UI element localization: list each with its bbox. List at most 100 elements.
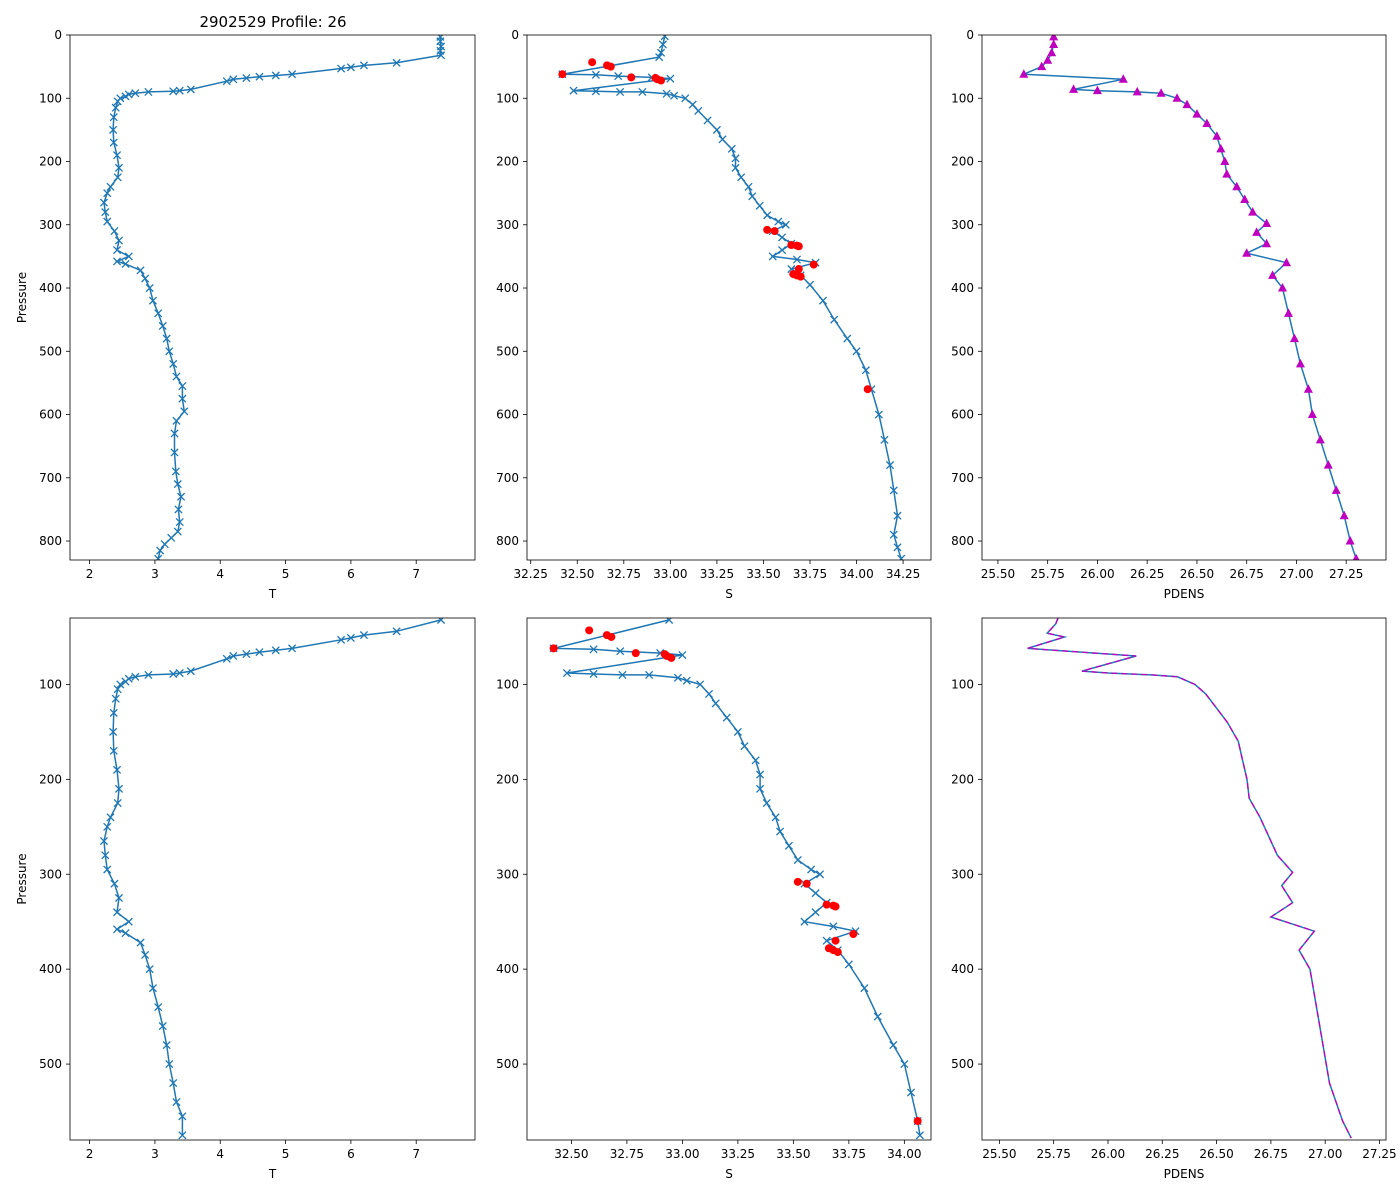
- x-tick-label: 34.00: [839, 567, 873, 581]
- data-point-x: [873, 1012, 882, 1021]
- y-tick-label: 700: [951, 471, 974, 485]
- subplot-grid: 2 3 4 5 6 70100200300400500600700800TPressure…: [15, 28, 1397, 1181]
- x-axis-label: S: [725, 587, 733, 601]
- y-tick-label: 200: [951, 155, 974, 169]
- data-point-x: [346, 63, 355, 72]
- y-tick-label: 400: [951, 962, 974, 976]
- data-point-x: [172, 1097, 181, 1107]
- data-point-x: [658, 40, 667, 49]
- x-tick-label: 33.50: [776, 1147, 810, 1161]
- data-point-x: [162, 1041, 171, 1050]
- data-point-x: [768, 252, 777, 261]
- data-point-x: [562, 668, 572, 678]
- data-point-x: [112, 908, 122, 917]
- data-point-x: [751, 756, 760, 765]
- data-point-x: [618, 670, 627, 680]
- data-point-x: [569, 86, 578, 95]
- x-tick-label: 27.00: [1308, 1147, 1342, 1161]
- data-point-x: [145, 283, 154, 293]
- x-tick-label: 32.50: [560, 567, 594, 581]
- x-tick-label: 27.25: [1329, 567, 1363, 581]
- data-point-x: [121, 677, 130, 686]
- data-point-x: [271, 71, 280, 80]
- data-point-x: [792, 255, 802, 264]
- flagged-point: [770, 227, 779, 236]
- data-point-x: [906, 1088, 916, 1097]
- data-point-x: [778, 233, 787, 242]
- data-point-x: [852, 347, 861, 356]
- data-point-x: [731, 154, 740, 163]
- y-tick-label: 500: [39, 344, 62, 358]
- flagged-point: [849, 930, 858, 939]
- data-point-x: [860, 984, 869, 993]
- flagged-point: [809, 260, 818, 269]
- data-point-x: [436, 51, 446, 60]
- data-point-x: [165, 347, 174, 356]
- data-point-x: [160, 540, 169, 549]
- data-point-x: [392, 58, 401, 67]
- data-point-x: [154, 554, 163, 560]
- data-point-x: [113, 97, 122, 106]
- flagged-point: [588, 58, 597, 67]
- data-point-x: [186, 667, 195, 676]
- data-point-x: [170, 448, 179, 457]
- x-tick-label: 25.50: [982, 1147, 1016, 1161]
- data-point-x: [704, 689, 714, 698]
- series-line: [103, 36, 442, 559]
- y-tick-label: 100: [496, 677, 519, 691]
- y-tick-label: 400: [951, 281, 974, 295]
- x-tick-label: 33.50: [746, 567, 780, 581]
- data-point-triangle: [1281, 257, 1291, 267]
- axes-frame: [69, 617, 476, 1141]
- data-point-x: [829, 922, 838, 931]
- axes-frame: [526, 34, 932, 561]
- data-point-x: [696, 680, 705, 689]
- plot-area: [558, 35, 906, 560]
- data-point-x: [173, 527, 182, 536]
- plot-area: [1019, 35, 1360, 560]
- data-point-x: [731, 163, 740, 172]
- data-point-triangle: [1132, 86, 1142, 96]
- data-point-triangle: [1352, 553, 1360, 560]
- x-axis-label: PDENS: [1164, 587, 1205, 601]
- flagged-point: [585, 626, 594, 635]
- data-point-x: [843, 334, 852, 343]
- data-point-x: [737, 173, 746, 182]
- data-point-x: [112, 151, 122, 160]
- y-tick-label: 400: [496, 962, 519, 976]
- data-point-x: [662, 89, 671, 98]
- data-point-x: [114, 163, 124, 172]
- data-point-x: [116, 680, 125, 689]
- data-point-x: [121, 259, 130, 269]
- data-point-x: [112, 257, 122, 266]
- data-point-triangle: [1278, 283, 1288, 292]
- data-point-x: [616, 647, 625, 656]
- data-point-x: [666, 74, 675, 83]
- y-tick-label: 300: [496, 218, 519, 232]
- data-point-x: [756, 784, 765, 793]
- data-point-triangle: [1315, 434, 1325, 444]
- y-tick-label: 400: [39, 281, 62, 295]
- flagged-point: [831, 902, 840, 911]
- data-point-x: [638, 87, 647, 96]
- y-tick-label: 700: [496, 471, 519, 485]
- data-point-triangle: [1345, 536, 1355, 545]
- data-point-x: [893, 543, 902, 552]
- data-point-triangle: [1289, 333, 1299, 343]
- y-tick-label: 600: [39, 408, 62, 422]
- data-point-x: [180, 407, 189, 416]
- data-point-x: [124, 252, 133, 261]
- data-point-x: [103, 189, 112, 198]
- data-point-triangle: [1232, 181, 1242, 191]
- data-point-x: [170, 429, 179, 438]
- data-point-x: [169, 87, 178, 96]
- data-point-x: [815, 870, 825, 879]
- data-point-x: [109, 727, 118, 736]
- data-point-x: [807, 865, 816, 874]
- x-tick-label: 27.25: [1362, 1147, 1396, 1161]
- data-point-x: [844, 960, 853, 969]
- flagged-point: [802, 879, 811, 888]
- data-point-triangle: [1222, 169, 1232, 178]
- subplot-bottom-left: 2 3 4 5 6 7 100 200 300 400 500 T Pressure: [15, 617, 476, 1181]
- x-tick-label: 26.75: [1254, 1147, 1288, 1161]
